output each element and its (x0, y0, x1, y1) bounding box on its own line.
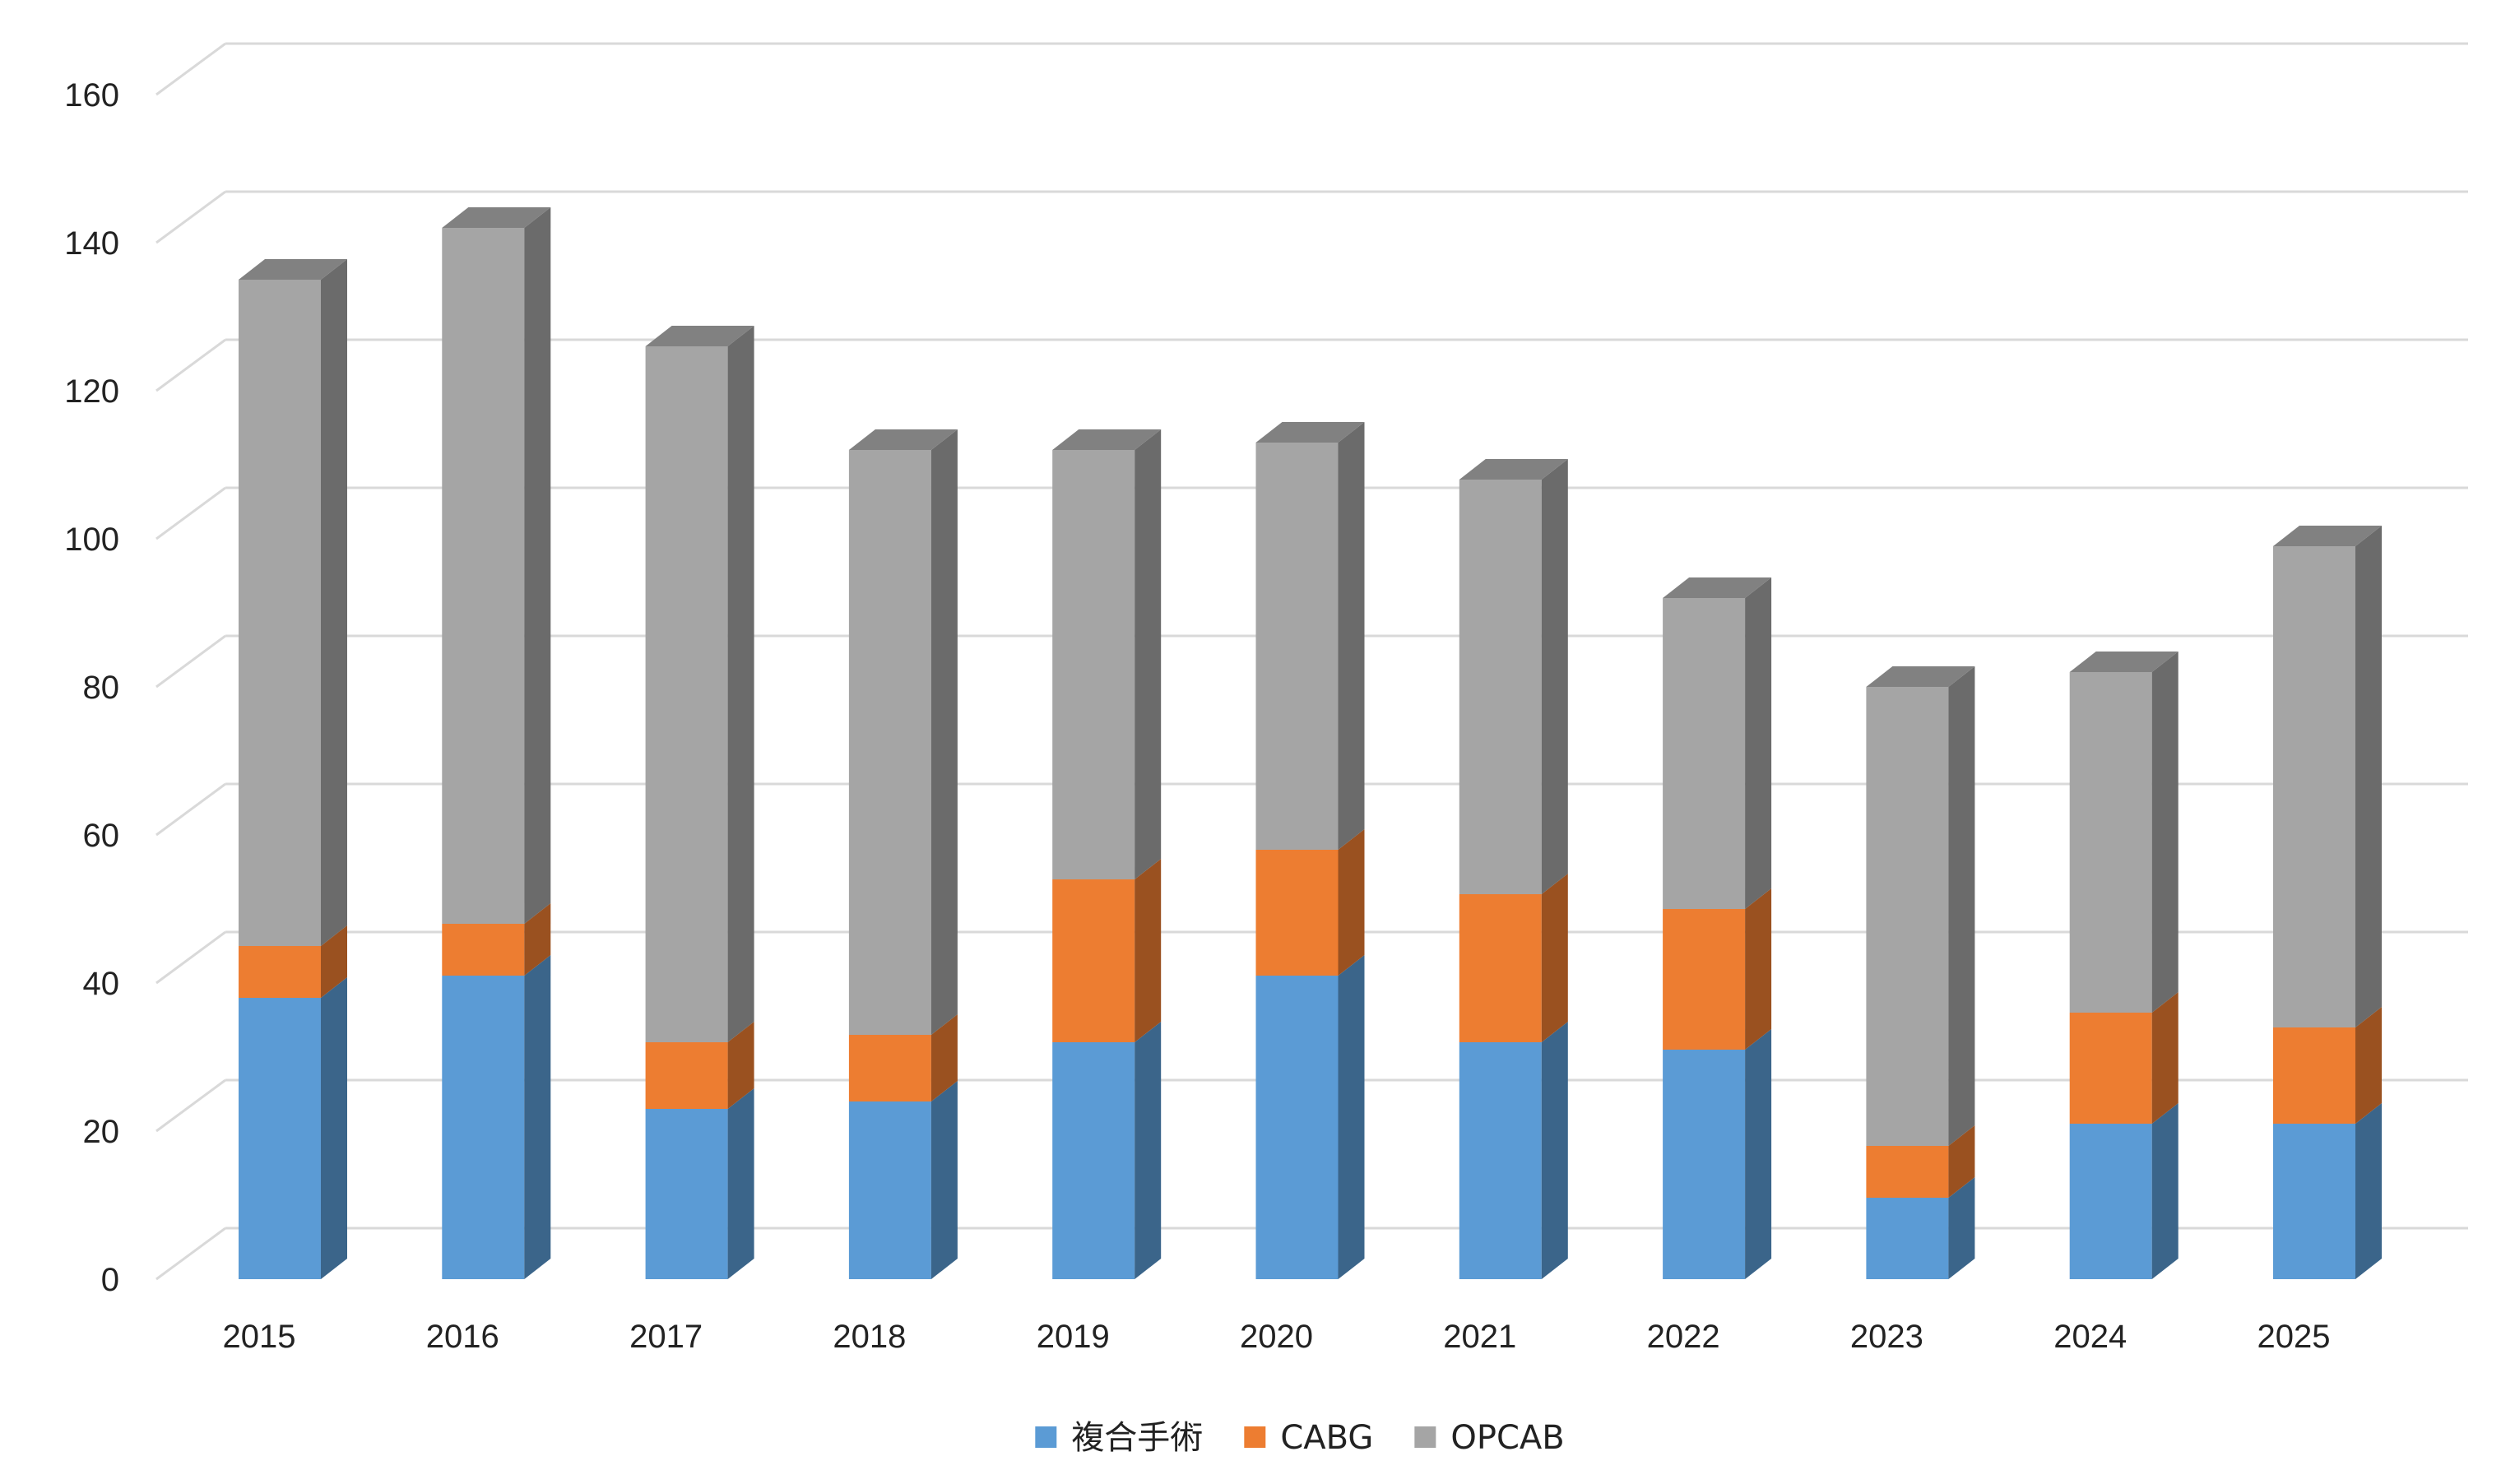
y-tick-label: 80 (83, 670, 120, 706)
bar-segment (645, 326, 754, 1042)
bar-segment (442, 207, 551, 924)
legend-item: OPCAB (1414, 1419, 1565, 1457)
bar-segment (1663, 888, 1772, 1050)
gridline (155, 42, 2468, 96)
legend-label: 複合手術 (1071, 1419, 1203, 1457)
bar-segment (1866, 1125, 1975, 1198)
bar-segment (1459, 459, 1568, 894)
y-tick-label: 60 (83, 818, 120, 854)
bar-segment (2069, 992, 2179, 1124)
bar-segment (2273, 1103, 2382, 1279)
bar-segment (239, 925, 347, 998)
legend-item: CABG (1244, 1419, 1373, 1457)
y-tick-label: 0 (101, 1262, 119, 1298)
bar-segment (2273, 1007, 2382, 1124)
bar-segment (645, 1088, 754, 1279)
legend: 複合手術 CABG OPCAB (1035, 1419, 1565, 1457)
bar-segment (239, 259, 347, 946)
x-tick-label: 2021 (1443, 1319, 1516, 1355)
bar-segment (848, 1081, 958, 1279)
bar-segment (848, 1014, 958, 1101)
x-tick-label: 2015 (223, 1319, 296, 1355)
y-axis: 0 20 40 60 80 100 120 140 160 (64, 77, 119, 1298)
y-tick-label: 160 (64, 77, 119, 114)
bar-segment (848, 429, 958, 1035)
bar-segment (1255, 829, 1365, 976)
bar-segment (1052, 429, 1162, 879)
bar-segment (442, 955, 551, 1279)
bar-segment (2069, 1103, 2179, 1279)
bar-segment (1255, 955, 1365, 1279)
bar-segment (1255, 422, 1365, 850)
bars (239, 207, 2382, 1279)
x-tick-label: 2025 (2257, 1319, 2331, 1355)
bar-segment (1052, 859, 1162, 1042)
bar-segment (1459, 874, 1568, 1042)
legend-label: CABG (1280, 1419, 1373, 1457)
x-axis: 2015 2016 2017 2018 2019 2020 2021 2022 2023 2024… (223, 1319, 2331, 1355)
bar-segment (239, 977, 347, 1279)
y-tick-label: 140 (64, 225, 119, 262)
bar-segment (1866, 1177, 1975, 1279)
legend-swatch (1414, 1426, 1436, 1448)
legend-item: 複合手術 (1035, 1419, 1203, 1457)
gridline (155, 338, 2468, 392)
bar-segment (1459, 1022, 1568, 1279)
x-tick-label: 2020 (1240, 1319, 1313, 1355)
bar-segment (442, 903, 551, 976)
bar-segment (1052, 1022, 1162, 1279)
legend-swatch (1244, 1426, 1266, 1448)
x-tick-label: 2018 (833, 1319, 906, 1355)
bar-segment (2273, 526, 2382, 1027)
x-tick-label: 2023 (1850, 1319, 1923, 1355)
y-tick-label: 120 (64, 373, 119, 410)
gridline (155, 190, 2468, 244)
y-tick-label: 100 (64, 522, 119, 558)
x-tick-label: 2022 (1647, 1319, 1720, 1355)
bar-segment (1866, 666, 1975, 1146)
bar-segment (2069, 652, 2179, 1013)
x-tick-label: 2017 (629, 1319, 703, 1355)
x-tick-label: 2024 (2053, 1319, 2127, 1355)
y-tick-label: 20 (83, 1114, 120, 1150)
bar-segment (1663, 577, 1772, 909)
bar-segment (1663, 1029, 1772, 1279)
x-tick-label: 2019 (1037, 1319, 1110, 1355)
legend-swatch (1035, 1426, 1057, 1448)
y-tick-label: 40 (83, 966, 120, 1002)
x-tick-label: 2016 (426, 1319, 499, 1355)
legend-label: OPCAB (1450, 1419, 1564, 1457)
bar-segment (645, 1022, 754, 1109)
